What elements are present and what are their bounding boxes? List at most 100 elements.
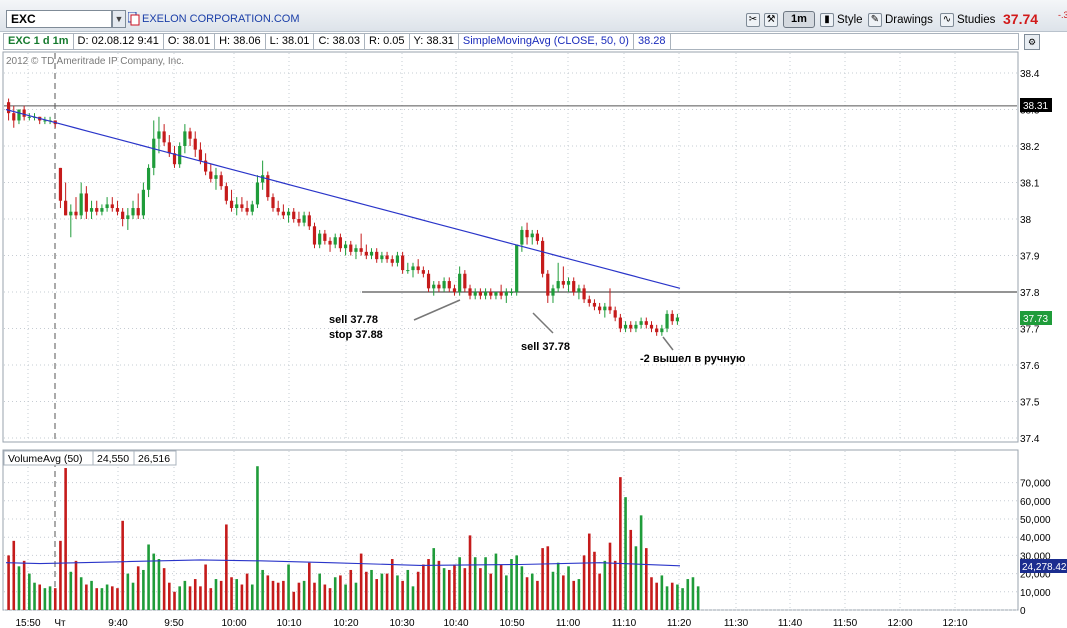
candle-body bbox=[385, 255, 389, 260]
candle-body bbox=[364, 251, 368, 256]
axis-badges: 38.31 37.73 24,278.42 bbox=[1020, 98, 1067, 573]
candle-body bbox=[380, 255, 384, 260]
volume-bar bbox=[416, 571, 420, 610]
price-tick-label: 37.4 bbox=[1020, 434, 1040, 445]
time-tick-label: 12:00 bbox=[887, 618, 912, 628]
candle-body bbox=[546, 273, 550, 296]
price-tick-label: 38.1 bbox=[1020, 179, 1040, 190]
symbol-input[interactable]: EXC bbox=[6, 10, 112, 28]
volume-bar bbox=[292, 591, 296, 610]
annotation-arrow bbox=[532, 312, 554, 334]
volume-bar bbox=[105, 584, 109, 610]
candle-body bbox=[89, 208, 94, 212]
candle-body bbox=[421, 270, 425, 274]
scissors-icon: ✂ bbox=[746, 13, 760, 27]
volume-bar bbox=[85, 584, 88, 610]
volume-bar bbox=[183, 580, 187, 610]
volume-bar bbox=[489, 573, 493, 610]
time-tick-label: 11:20 bbox=[667, 618, 692, 628]
tools-button[interactable]: ✂ bbox=[746, 11, 760, 29]
volume-study-title[interactable]: VolumeAvg (50) bbox=[8, 453, 83, 465]
volume-bar bbox=[266, 575, 270, 610]
candle-body bbox=[649, 324, 654, 329]
candle-body bbox=[235, 204, 239, 209]
candle-body bbox=[131, 208, 135, 216]
company-name: EXELON CORPORATION.COM bbox=[142, 13, 300, 25]
info-bar: EXC 1 d 1m D: 02.08.12 9:41 O: 38.01 H: … bbox=[3, 33, 1019, 50]
volume-bar bbox=[12, 540, 16, 610]
volume-bar bbox=[442, 568, 446, 610]
chevron-down-icon[interactable]: ▼ bbox=[112, 10, 126, 28]
volume-bar bbox=[660, 575, 664, 610]
volume-tick-label: 50,000 bbox=[1020, 515, 1051, 526]
sma-line bbox=[5, 108, 681, 289]
bar-high: H: 38.06 bbox=[215, 34, 266, 49]
volume-bar bbox=[681, 588, 684, 610]
candle-body bbox=[566, 281, 571, 285]
volume-tick-label: 60,000 bbox=[1020, 497, 1051, 508]
time-tick-label: 10:50 bbox=[499, 618, 524, 628]
volume-bar bbox=[33, 582, 36, 610]
time-tick-label: 9:40 bbox=[108, 618, 128, 628]
candle-body bbox=[535, 233, 540, 241]
volume-tick-label: 20,000 bbox=[1020, 570, 1051, 581]
period-button[interactable]: 1m bbox=[783, 11, 815, 28]
candle-body bbox=[483, 292, 488, 296]
candle-body bbox=[214, 175, 218, 179]
candle-body bbox=[359, 248, 363, 252]
chart-settings-icon[interactable]: ⚙ bbox=[1024, 34, 1040, 50]
volume-bar bbox=[90, 580, 93, 610]
volume-bar bbox=[670, 582, 674, 610]
volume-bar bbox=[126, 573, 130, 610]
candle-body bbox=[229, 200, 234, 209]
drawings-button[interactable]: ✎ Drawings bbox=[868, 11, 933, 29]
candle-body bbox=[105, 204, 109, 209]
prev-close-label: 38.31 bbox=[1023, 101, 1048, 112]
candle-body bbox=[318, 233, 322, 245]
volume-bar bbox=[650, 577, 653, 610]
link-button[interactable]: ⚒ bbox=[764, 11, 778, 29]
candle-body bbox=[219, 175, 223, 187]
price-tick-label: 38.2 bbox=[1020, 142, 1040, 153]
volume-bar bbox=[17, 566, 21, 610]
candle-body bbox=[639, 321, 643, 325]
candle-body bbox=[660, 328, 664, 333]
volume-bar bbox=[225, 524, 228, 610]
volume-bar bbox=[665, 586, 669, 610]
volume-bar bbox=[593, 551, 596, 610]
candle-body bbox=[463, 273, 467, 289]
volume-bar bbox=[380, 573, 384, 610]
candle-body bbox=[250, 204, 254, 212]
candle-body bbox=[266, 175, 270, 198]
candle-body bbox=[452, 288, 457, 292]
volume-bar bbox=[79, 577, 83, 610]
volume-bar bbox=[598, 573, 601, 610]
study-name[interactable]: SimpleMovingAvg (CLOSE, 50, 0) bbox=[459, 34, 634, 49]
volume-bar bbox=[365, 571, 368, 610]
volume-bar bbox=[250, 584, 254, 610]
ticker-period[interactable]: EXC 1 d 1m bbox=[4, 34, 74, 49]
volume-bar bbox=[38, 584, 41, 610]
volume-bar bbox=[276, 582, 280, 610]
style-button[interactable]: ▮ Style bbox=[820, 11, 863, 29]
candle-body bbox=[509, 292, 514, 293]
volume-tick-label: 70,000 bbox=[1020, 479, 1051, 490]
company-info-icon[interactable] bbox=[128, 12, 140, 26]
candle-body bbox=[577, 288, 581, 292]
volume-tick-label: 30,000 bbox=[1020, 551, 1051, 562]
sma-polyline bbox=[5, 108, 681, 289]
candle-body bbox=[395, 255, 400, 263]
volume-bar bbox=[193, 579, 197, 610]
style-label: Style bbox=[837, 14, 863, 26]
volume-bar bbox=[48, 586, 52, 610]
price-tick-label: 38.4 bbox=[1020, 69, 1040, 80]
volume-bar bbox=[121, 520, 124, 610]
candle-body bbox=[541, 240, 545, 274]
volume-bar bbox=[577, 579, 581, 610]
studies-button[interactable]: ∿ Studies bbox=[940, 11, 995, 29]
candle-body bbox=[613, 310, 617, 318]
volume-bar bbox=[333, 577, 337, 610]
candle-body bbox=[162, 131, 166, 143]
candle-body bbox=[582, 288, 586, 300]
